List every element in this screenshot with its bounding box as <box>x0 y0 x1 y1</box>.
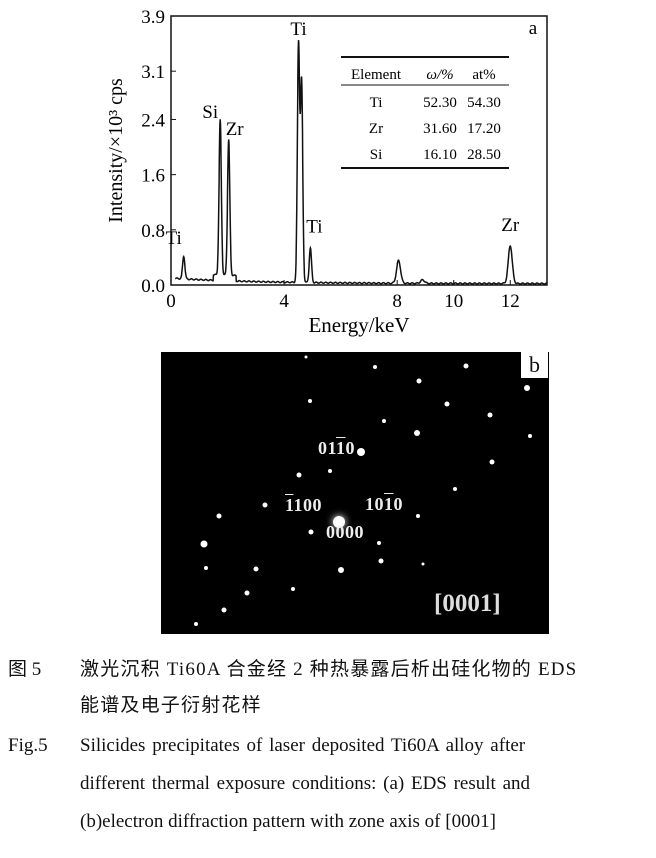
diffraction-spot <box>244 590 250 596</box>
peak-label-ti: Ti <box>290 19 306 40</box>
index-0110: 0110 <box>318 438 356 458</box>
diffraction-spot <box>308 529 314 535</box>
x-axis-label: Energy/keV <box>308 313 409 337</box>
caption-cn-label: 图 5 <box>8 659 42 680</box>
caption-en-line2: different thermal exposure conditions: (… <box>80 773 530 794</box>
diffraction-spot <box>304 355 308 359</box>
zone-axis-label: [0001] <box>434 590 501 617</box>
diffraction-spot <box>253 566 259 572</box>
caption-en-line3: (b)electron diffraction pattern with zon… <box>80 811 496 832</box>
table-cell: 17.20 <box>467 121 501 137</box>
table-header: Element <box>351 67 402 83</box>
diffraction-spot <box>377 541 381 545</box>
diffraction-spot <box>421 562 425 566</box>
caption-en-label: Fig.5 <box>8 735 48 756</box>
peak-label-zr: Zr <box>226 119 245 140</box>
index-1100: 1100 <box>285 495 323 515</box>
table-cell: 52.30 <box>423 95 457 111</box>
table-cell: Ti <box>370 95 383 111</box>
y-tick-label: 2.4 <box>141 110 165 131</box>
spectrum-line <box>174 40 548 285</box>
diffraction-spot <box>262 502 268 508</box>
diffraction-spot <box>378 558 384 564</box>
table-cell: Si <box>370 147 383 163</box>
y-tick-label: 3.1 <box>141 62 165 83</box>
x-tick-label: 4 <box>279 291 289 312</box>
diffraction-spot <box>357 448 365 456</box>
diffraction-spot <box>216 513 222 519</box>
peak-label-zr: Zr <box>501 215 520 236</box>
table-cell: Zr <box>369 121 383 137</box>
diffraction-spot <box>444 401 450 407</box>
peak-label-si: Si <box>202 102 218 123</box>
table-cell: 16.10 <box>423 147 457 163</box>
diffraction-spot <box>291 587 295 591</box>
diffraction-spot <box>487 412 493 418</box>
diffraction-spot <box>453 487 457 491</box>
table-header: at% <box>472 67 495 83</box>
x-tick-label: 0 <box>166 291 176 312</box>
y-tick-label: 3.9 <box>141 7 165 28</box>
diffraction-spot <box>416 514 420 518</box>
caption-en-line1: Silicides precipitates of laser deposite… <box>80 735 526 756</box>
diffraction-spot <box>194 622 198 626</box>
panel-label-a: a <box>529 18 538 39</box>
y-tick-label: 1.6 <box>141 166 165 187</box>
diffraction-spot <box>333 516 345 528</box>
y-axis-label: Intensity/×10³ cps <box>105 78 127 223</box>
index-1010: 1010 <box>365 494 403 514</box>
diffraction-spot <box>308 399 312 403</box>
y-tick-label: 0.0 <box>141 276 165 297</box>
y-tick-label: 0.8 <box>141 221 165 242</box>
panel-label-b: b <box>521 352 548 378</box>
eds-chart: 0 4 8 10 12 0.0 0.8 1.6 2.4 3.1 3.9 Energy/keV Inten… <box>105 7 548 337</box>
diffraction-spot <box>200 540 208 548</box>
diffraction-spot <box>221 607 227 613</box>
diffraction-spot <box>382 419 386 423</box>
diffraction-spot <box>528 434 532 438</box>
diffraction-pattern-image <box>161 352 549 634</box>
x-tick-label: 10 <box>444 291 463 312</box>
diffraction-spot <box>463 363 469 369</box>
index-0000: 0000 <box>326 522 364 542</box>
peak-label-ti: Ti <box>166 228 182 249</box>
diffraction-spot <box>338 567 344 573</box>
x-tick-label: 12 <box>501 291 520 312</box>
caption-cn-line1: 激光沉积 Ti60A 合金经 2 种热暴露后析出硅化物的 EDS <box>80 659 578 680</box>
diffraction-spot <box>204 566 208 570</box>
diffraction-spot <box>328 469 332 473</box>
x-tick-label: 8 <box>392 291 402 312</box>
table-cell: 54.30 <box>467 95 501 111</box>
diffraction-spot <box>414 430 420 436</box>
table-header: ω/% <box>426 67 453 83</box>
diffraction-spot <box>373 365 377 369</box>
plot-frame <box>170 15 548 286</box>
diffraction-spot <box>416 378 422 384</box>
peak-label-ti: Ti <box>306 217 322 238</box>
diffraction-spot <box>489 459 495 465</box>
diffraction-spot <box>524 385 530 391</box>
diffraction-spot <box>296 472 302 478</box>
table-cell: 28.50 <box>467 147 501 163</box>
caption-cn-line2: 能谱及电子衍射花样 <box>80 695 262 716</box>
table-cell: 31.60 <box>423 121 457 137</box>
